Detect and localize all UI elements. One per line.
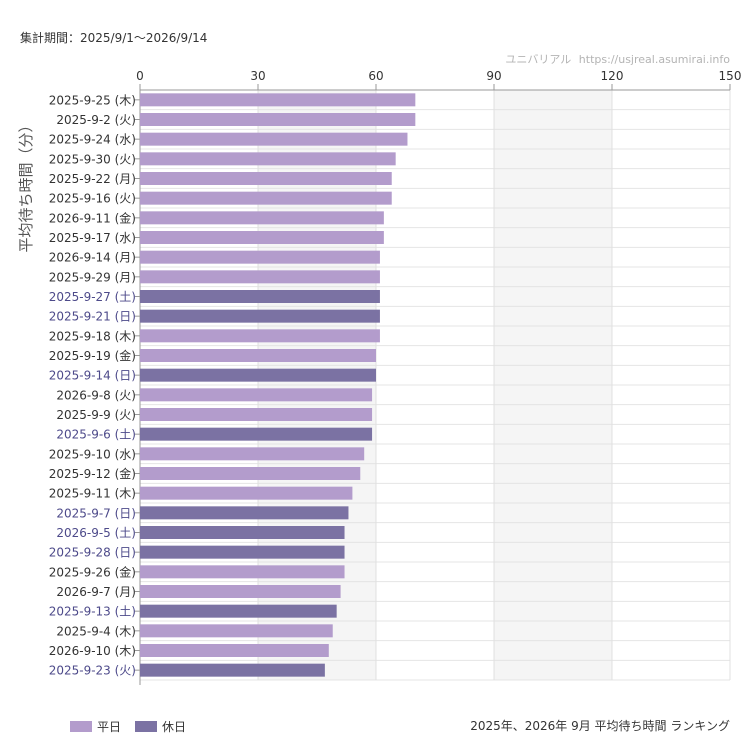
bar <box>140 250 380 264</box>
category-label: 2026-9-10 (木) <box>49 644 136 658</box>
chart-legend: 平日 休日 <box>70 718 186 735</box>
category-label: 2025-9-10 (水) <box>49 447 136 461</box>
category-label: 2025-9-30 (火) <box>49 152 136 166</box>
chart-caption: 2025年、2026年 9月 平均待ち時間 ランキング <box>470 719 730 733</box>
category-label: 2026-9-8 (火) <box>56 388 136 402</box>
bar <box>140 152 396 166</box>
category-label: 2026-9-7 (月) <box>56 585 136 599</box>
legend-swatch-holiday <box>135 721 158 732</box>
bar <box>140 211 384 225</box>
bar <box>140 349 376 362</box>
site-name: ユニバリアル <box>505 53 572 66</box>
bar <box>140 427 373 441</box>
category-label: 2025-9-11 (木) <box>49 487 136 501</box>
legend-item-weekday[interactable]: 平日 <box>70 718 121 735</box>
bar <box>140 290 380 303</box>
bar <box>140 663 325 677</box>
legend-swatch-weekday <box>70 721 92 732</box>
category-label: 2025-9-17 (水) <box>49 231 136 245</box>
category-label: 2026-9-11 (金) <box>49 210 136 225</box>
category-label: 2025-9-24 (水) <box>49 133 136 147</box>
category-label: 2026-9-5 (土) <box>56 526 136 540</box>
bar <box>140 132 408 146</box>
bar <box>140 545 345 559</box>
category-label: 2025-9-14 (日) <box>49 369 136 383</box>
category-label: 2025-9-26 (金) <box>49 564 136 579</box>
category-label: 2025-9-28 (日) <box>49 546 136 560</box>
bar <box>140 486 353 500</box>
y-axis-title: 平均待ち時間（分） <box>17 117 35 252</box>
category-label: 2026-9-14 (月) <box>49 251 136 265</box>
category-label: 2025-9-6 (土) <box>56 428 136 442</box>
x-tick-label: 120 <box>601 69 624 83</box>
bar <box>140 585 341 598</box>
bar <box>140 191 392 205</box>
x-tick-label: 90 <box>486 69 501 83</box>
bar <box>140 368 376 382</box>
category-label: 2025-9-12 (金) <box>49 466 136 481</box>
bar <box>140 172 392 185</box>
bar <box>140 113 416 126</box>
category-label: 2025-9-23 (火) <box>49 664 136 678</box>
x-tick-label: 60 <box>368 69 383 83</box>
category-label: 2025-9-18 (木) <box>49 329 136 343</box>
x-tick-label: 0 <box>136 69 144 83</box>
bar <box>140 93 416 107</box>
bar <box>140 408 373 421</box>
bar <box>140 329 380 343</box>
category-label: 2025-9-19 (金) <box>49 348 136 363</box>
category-label: 2025-9-27 (土) <box>49 290 136 304</box>
x-tick-label: 30 <box>250 69 265 83</box>
x-tick-label: 150 <box>719 69 742 83</box>
bar <box>140 309 380 323</box>
category-label: 2025-9-29 (月) <box>49 270 136 284</box>
bar <box>140 526 345 539</box>
bar <box>140 506 349 520</box>
bar <box>140 644 329 657</box>
bar <box>140 604 337 618</box>
category-label: 2025-9-2 (火) <box>56 113 136 127</box>
category-label: 2025-9-21 (日) <box>49 310 136 324</box>
bar <box>140 270 380 284</box>
bar <box>140 231 384 244</box>
bar <box>140 565 345 579</box>
category-label: 2025-9-16 (火) <box>49 192 136 206</box>
bar <box>140 624 333 638</box>
category-label: 2025-9-13 (土) <box>49 605 136 619</box>
period-label: 集計期間：2025/9/1～2026/9/14 <box>20 31 208 45</box>
category-label: 2025-9-9 (火) <box>56 408 136 422</box>
bar <box>140 388 373 402</box>
bar <box>140 467 361 480</box>
category-label: 2025-9-4 (木) <box>56 624 136 638</box>
category-label: 2025-9-7 (日) <box>56 506 136 520</box>
legend-label-weekday: 平日 <box>97 720 122 734</box>
bar <box>140 447 365 461</box>
category-label: 2025-9-25 (木) <box>49 93 136 107</box>
site-credit: ユニバリアル https://usjreal.asumirai.info <box>501 51 730 67</box>
legend-item-holiday[interactable]: 休日 <box>135 718 186 735</box>
legend-label-holiday: 休日 <box>162 720 187 734</box>
category-label: 2025-9-22 (月) <box>49 172 136 186</box>
site-url: https://usjreal.asumirai.info <box>578 53 730 66</box>
